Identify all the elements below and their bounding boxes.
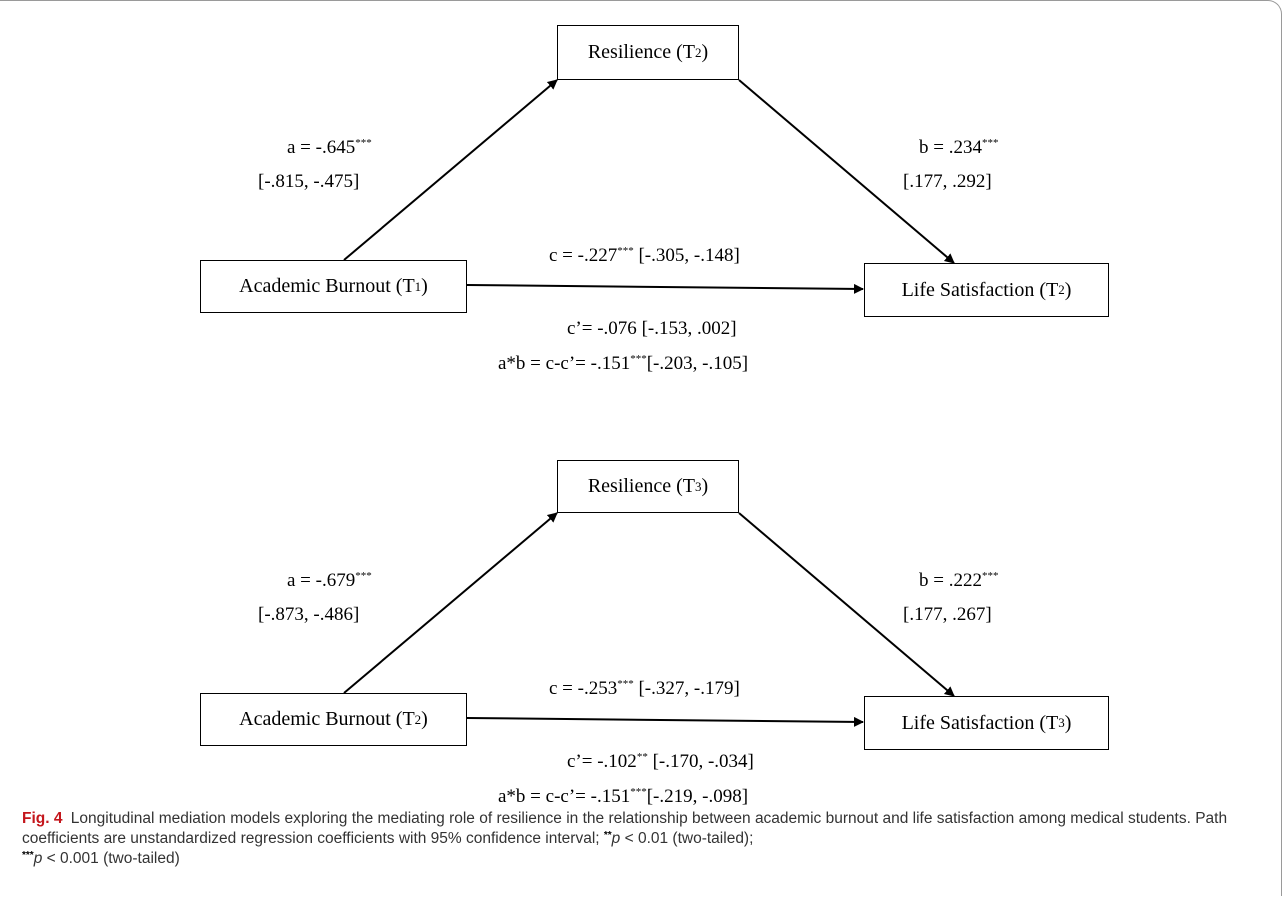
path-c-prime-label: c’= -.102** [-.170, -.034]	[567, 751, 754, 772]
path-b-label: b = .234***	[919, 137, 999, 158]
outcome-node: Life Satisfaction (T 2)	[864, 263, 1109, 317]
indirect-effect-label: a*b = c-c’= -.151***[-.219, -.098]	[498, 786, 749, 807]
path-b-ci: [.177, .267]	[903, 604, 992, 625]
mediator-node: Resilience (T 2)	[557, 25, 739, 80]
mediation-diagram	[343, 79, 955, 727]
path-c-arrow	[466, 283, 864, 294]
figure-caption: Fig. 4 Longitudinal mediation models exp…	[22, 810, 1228, 867]
mediator-node: Resilience (T 3)	[557, 460, 739, 513]
path-b-arrow	[738, 512, 955, 697]
path-a-arrow	[343, 512, 558, 694]
path-b-ci: [.177, .292]	[903, 171, 992, 192]
predictor-node: Academic Burnout (T 1)	[200, 260, 467, 313]
path-a-ci: [-.815, -.475]	[258, 171, 360, 192]
path-a-label: a = -.679***	[287, 570, 372, 591]
path-b-arrow	[738, 79, 955, 264]
path-c-prime-label: c’= -.076 [-.153, .002]	[567, 318, 737, 339]
path-c-label: c = -.253*** [-.327, -.179]	[549, 678, 740, 699]
path-c-label: c = -.227*** [-.305, -.148]	[549, 245, 740, 266]
path-a-arrow	[343, 79, 558, 261]
path-a-ci: [-.873, -.486]	[258, 604, 360, 625]
path-a-label: a = -.645***	[287, 137, 372, 158]
indirect-effect-label: a*b = c-c’= -.151***[-.203, -.105]	[498, 353, 749, 374]
figure-label: Fig. 4	[22, 810, 63, 827]
outcome-node: Life Satisfaction (T 3)	[864, 696, 1109, 750]
predictor-node: Academic Burnout (T 2)	[200, 693, 467, 746]
caption-text: Longitudinal mediation models exploring …	[22, 810, 1228, 847]
path-b-label: b = .222***	[919, 570, 999, 591]
path-c-arrow	[466, 716, 864, 727]
